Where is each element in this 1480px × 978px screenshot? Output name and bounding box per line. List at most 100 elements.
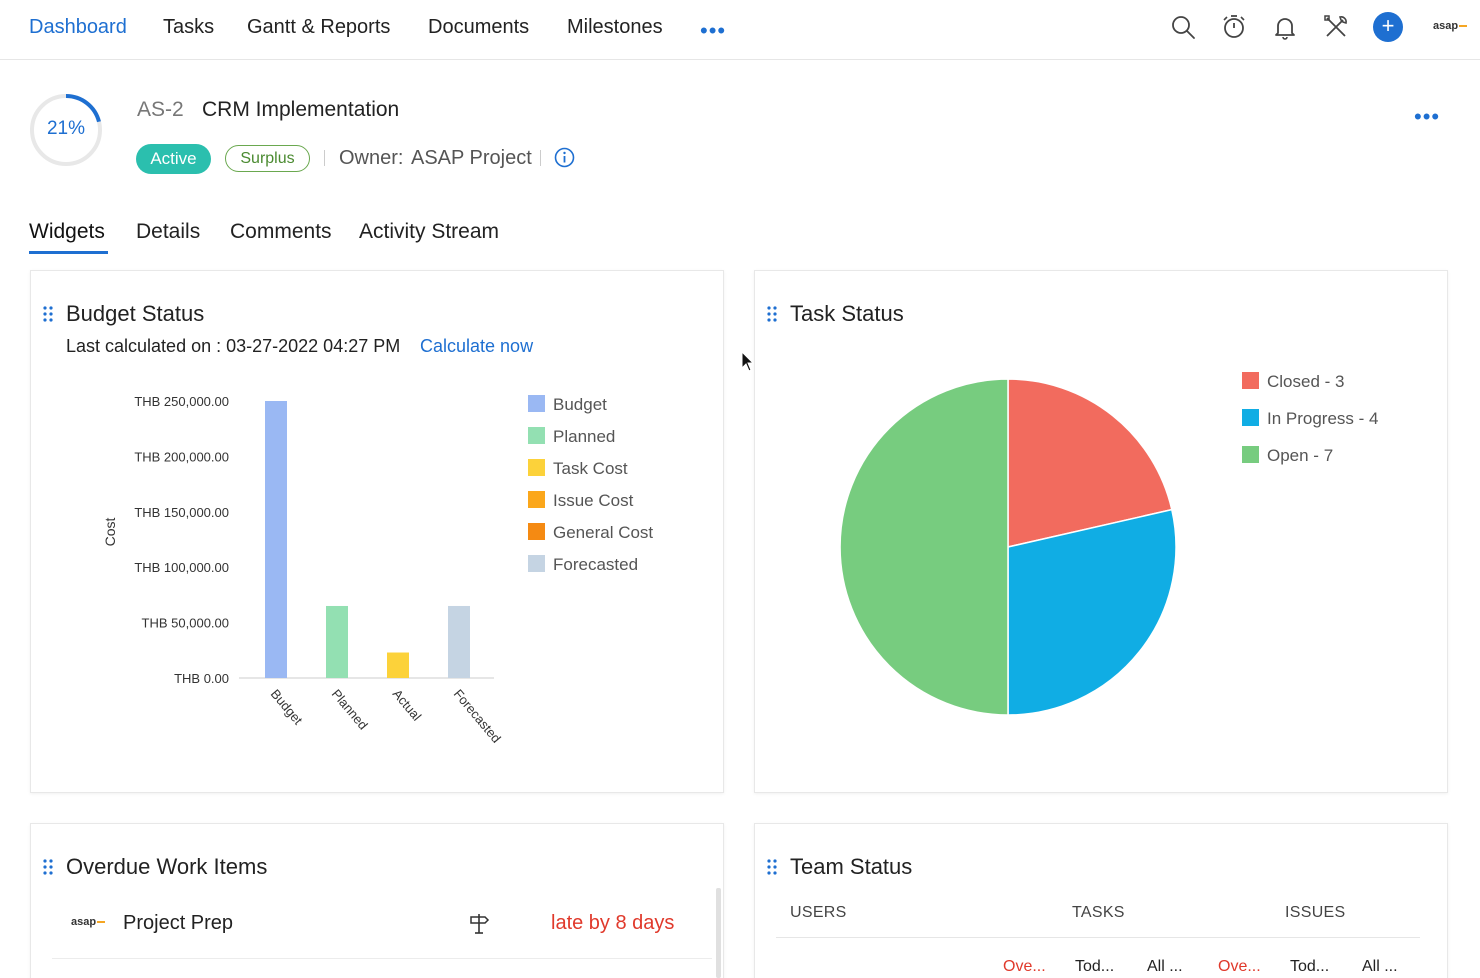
column-header-users: USERS xyxy=(790,904,847,921)
progress-ring xyxy=(30,94,102,166)
legend-item[interactable]: Planned xyxy=(528,427,615,447)
overdue-item-name[interactable]: Project Prep xyxy=(123,912,234,934)
issues-overdue-header[interactable]: Ove... xyxy=(1218,958,1261,975)
legend-item[interactable]: Issue Cost xyxy=(528,491,633,511)
y-tick-label: THB 250,000.00 xyxy=(134,394,229,409)
divider xyxy=(52,958,712,959)
separator xyxy=(324,150,325,166)
tasks-today-header[interactable]: Tod... xyxy=(1075,958,1115,975)
budget-status-badge: Surplus xyxy=(225,145,310,172)
legend-swatch xyxy=(528,395,545,412)
task-status-pie-chart xyxy=(839,378,1177,716)
drag-handle-icon[interactable] xyxy=(43,306,53,322)
legend-item[interactable]: Task Cost xyxy=(528,459,628,479)
drag-handle-icon[interactable] xyxy=(43,859,53,875)
nav-tasks[interactable]: Tasks xyxy=(163,16,215,38)
tasks-overdue-header[interactable]: Ove... xyxy=(1003,958,1046,975)
add-button[interactable]: + xyxy=(1373,12,1403,42)
tasks-all-header[interactable]: All ... xyxy=(1147,958,1183,975)
x-tick-label: Budget xyxy=(268,686,306,728)
search-icon[interactable] xyxy=(1170,14,1196,40)
issues-all-header[interactable]: All ... xyxy=(1362,958,1398,975)
legend-swatch xyxy=(1242,372,1259,389)
project-id: AS-2 xyxy=(137,98,184,121)
scrollbar[interactable] xyxy=(716,888,721,978)
y-tick-label: THB 50,000.00 xyxy=(142,616,229,631)
overdue-status: late by 8 days xyxy=(551,912,675,934)
bar-actual xyxy=(387,652,409,678)
active-tab-indicator xyxy=(29,251,108,254)
y-tick-label: THB 0.00 xyxy=(174,671,229,686)
legend-label: Closed - 3 xyxy=(1267,372,1345,391)
x-tick-label: Forecasted xyxy=(451,686,504,745)
column-header-tasks: TASKS xyxy=(1072,904,1125,921)
bar-planned xyxy=(326,605,348,678)
tab-activity-stream[interactable]: Activity Stream xyxy=(359,220,500,243)
tools-icon[interactable] xyxy=(1323,14,1349,40)
tab-widgets[interactable]: Widgets xyxy=(29,220,105,243)
nav-documents[interactable]: Documents xyxy=(428,16,530,38)
asap-logo: asap xyxy=(1433,20,1468,32)
info-icon[interactable] xyxy=(554,147,575,168)
task-status-title: Task Status xyxy=(790,301,904,326)
budget-bar-chart: Cost THB 0.00 THB 50,000.00 THB 100,000.00 T… xyxy=(102,394,504,746)
legend-item[interactable]: Forecasted xyxy=(528,555,638,575)
drag-handle-icon[interactable] xyxy=(767,306,777,322)
project-more-icon[interactable]: ••• xyxy=(1414,104,1441,129)
y-tick-label: THB 200,000.00 xyxy=(134,449,229,464)
legend-label: Issue Cost xyxy=(553,491,634,510)
timer-icon[interactable] xyxy=(1221,14,1247,40)
legend-label: Task Cost xyxy=(553,459,628,478)
team-status-title: Team Status xyxy=(790,854,913,879)
project-name: CRM Implementation xyxy=(202,98,400,121)
divider xyxy=(776,937,1420,938)
nav-dashboard[interactable]: Dashboard xyxy=(29,16,127,38)
owner-label: Owner: xyxy=(339,147,404,169)
y-tick-label: THB 150,000.00 xyxy=(134,505,229,520)
pie-slice xyxy=(1007,508,1177,716)
legend-item[interactable]: General Cost xyxy=(528,523,653,543)
separator xyxy=(540,150,541,166)
x-tick-label: Planned xyxy=(329,686,371,732)
nav-milestones[interactable]: Milestones xyxy=(567,16,663,38)
project-logo: asap xyxy=(71,916,106,928)
legend-item[interactable]: In Progress - 4 xyxy=(1242,409,1379,429)
issues-today-header[interactable]: Tod... xyxy=(1290,958,1330,975)
overdue-work-items-title: Overdue Work Items xyxy=(66,854,268,879)
legend-label: General Cost xyxy=(553,523,654,542)
calculate-now-link[interactable]: Calculate now xyxy=(420,336,534,356)
legend-label: Forecasted xyxy=(553,555,639,574)
drag-handle-icon[interactable] xyxy=(767,859,777,875)
overdue-work-items-card xyxy=(30,823,724,978)
bell-icon[interactable] xyxy=(1272,14,1298,40)
legend-swatch xyxy=(528,555,545,572)
legend-item[interactable]: Open - 7 xyxy=(1242,446,1333,466)
team-status-card xyxy=(754,823,1448,978)
y-axis-label: Cost xyxy=(102,518,118,547)
y-tick-label: THB 100,000.00 xyxy=(134,560,229,575)
pie-slice xyxy=(839,378,1009,716)
legend-item[interactable]: Budget xyxy=(528,395,607,415)
milestone-icon xyxy=(470,914,490,934)
mouse-cursor-icon xyxy=(741,351,755,372)
legend-swatch xyxy=(528,491,545,508)
budget-status-title: Budget Status xyxy=(66,301,205,326)
tab-details[interactable]: Details xyxy=(136,220,201,243)
budget-status-card xyxy=(30,270,724,793)
legend-swatch xyxy=(1242,446,1259,463)
legend-item[interactable]: Closed - 3 xyxy=(1242,372,1344,392)
legend-label: Open - 7 xyxy=(1267,446,1334,465)
last-calculated-text: Last calculated on : 03-27-2022 04:27 PM xyxy=(66,336,401,356)
status-badge[interactable]: Active xyxy=(136,144,211,174)
owner-value: ASAP Project xyxy=(411,147,532,169)
legend-label: In Progress - 4 xyxy=(1267,409,1379,428)
column-header-issues: ISSUES xyxy=(1285,904,1346,921)
legend-swatch xyxy=(528,427,545,444)
legend-swatch xyxy=(528,523,545,540)
nav-more-icon[interactable]: ••• xyxy=(700,18,727,43)
legend-label: Budget xyxy=(553,395,607,414)
tab-comments[interactable]: Comments xyxy=(230,220,332,243)
bar-budget xyxy=(265,401,287,678)
progress-percent: 21% xyxy=(46,118,86,139)
nav-gantt-reports[interactable]: Gantt & Reports xyxy=(247,16,391,38)
